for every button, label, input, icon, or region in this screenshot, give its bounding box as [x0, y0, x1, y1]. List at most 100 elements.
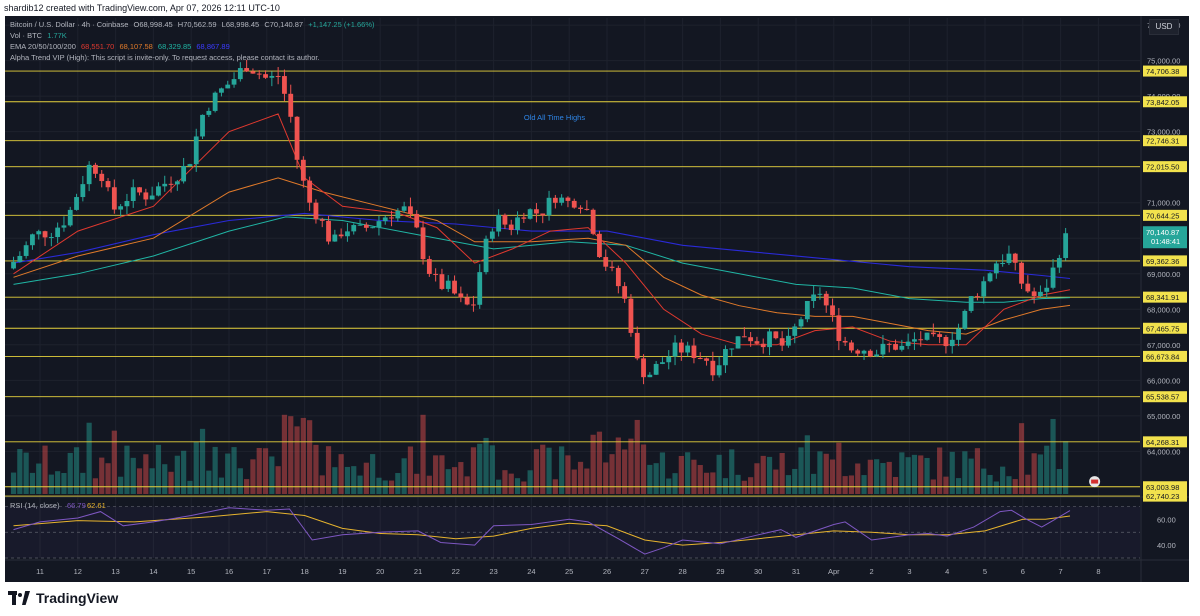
time-tick: 15	[187, 567, 195, 576]
volume-bar	[703, 472, 710, 494]
candle-body	[893, 344, 898, 350]
candle-body	[836, 315, 842, 341]
candle-body	[1000, 263, 1006, 265]
candle-body	[338, 234, 344, 237]
volume-bar	[48, 474, 54, 494]
candle-body	[332, 234, 338, 242]
candle-body	[874, 354, 880, 357]
candle-body	[326, 220, 331, 242]
time-tick: 14	[149, 567, 157, 576]
volume-bar	[1050, 418, 1056, 494]
candle-body	[420, 227, 426, 260]
candle-body	[779, 338, 785, 346]
volume-bar	[61, 472, 67, 494]
volume-bar	[773, 469, 779, 494]
candle-body	[219, 88, 224, 93]
volume-bar	[508, 473, 514, 494]
candle-body	[792, 326, 798, 336]
volume-bar	[29, 472, 36, 494]
chart-panel[interactable]: Old All Time Highs RSI (14, close) 66.79 62…	[5, 16, 1189, 582]
candle-body	[162, 183, 168, 187]
level-price-label-bg	[1143, 96, 1187, 108]
candle-body	[937, 334, 943, 337]
candle-body	[282, 76, 287, 94]
ohlc-low: L68,998.45	[221, 20, 260, 29]
volume-bar	[307, 420, 313, 494]
volume-bar	[817, 451, 823, 494]
price-tick: 67,000.00	[1147, 341, 1180, 350]
candle-body	[804, 300, 810, 320]
volume-bar	[275, 466, 281, 494]
candle-body	[823, 293, 829, 306]
candle-body	[1063, 233, 1069, 259]
candle-body	[30, 234, 35, 246]
candle-body	[370, 227, 376, 229]
volume-bar	[514, 478, 521, 494]
volume-bar	[792, 468, 798, 494]
volume-bar	[225, 453, 231, 494]
volume-bar	[111, 430, 117, 494]
volume-bar	[124, 445, 130, 494]
price-tick: 69,000.00	[1147, 270, 1180, 279]
candle-body	[867, 350, 873, 357]
candle-body	[956, 328, 961, 340]
volume-bar	[546, 447, 552, 494]
candle-body	[36, 231, 42, 235]
volume-bar	[622, 449, 628, 494]
volume-bar	[458, 462, 464, 494]
volume-bar	[55, 471, 61, 494]
time-tick: 25	[565, 567, 573, 576]
candle-body	[741, 336, 747, 338]
current-price-label: 70,140.87	[1146, 228, 1179, 237]
level-price-label: 69,362.36	[1146, 257, 1179, 266]
volume-bar	[23, 452, 29, 494]
volume-bar	[685, 452, 691, 494]
ema100-line	[13, 216, 1071, 303]
volume-bar	[42, 445, 48, 494]
candle-body	[502, 214, 508, 225]
time-tick: 22	[452, 567, 460, 576]
candle-body	[433, 273, 439, 275]
candle-body	[622, 286, 628, 299]
candle-body	[118, 206, 124, 210]
level-price-label-bg	[1143, 436, 1187, 448]
volume-bar	[231, 447, 237, 494]
volume-bar	[590, 434, 596, 494]
candle-body	[382, 217, 388, 222]
candle-body	[256, 73, 262, 75]
tradingview-brand[interactable]: TradingView	[8, 590, 118, 606]
chart-legend: Bitcoin / U.S. Dollar · 4h · Coinbase O6…	[10, 19, 375, 63]
candle-body	[811, 294, 817, 301]
volume-bar	[729, 449, 735, 494]
volume-bar	[716, 454, 722, 494]
rsi-line	[13, 507, 1071, 555]
candle-body	[483, 238, 489, 273]
time-tick: 23	[489, 567, 497, 576]
volume-bar	[874, 459, 880, 494]
volume-bar	[974, 448, 981, 494]
candle-body	[609, 266, 615, 268]
volume-bar	[319, 475, 325, 494]
rsi-tick: 60.00	[1157, 515, 1176, 524]
volume-bar	[521, 481, 527, 494]
candle-body	[105, 181, 111, 188]
candle-body	[212, 92, 218, 111]
currency-button[interactable]: USD	[1149, 19, 1179, 35]
candle-body	[294, 116, 300, 160]
candle-body	[237, 68, 243, 80]
candle-body	[80, 184, 86, 198]
volume-bar	[892, 476, 899, 494]
volume-bar	[766, 456, 773, 494]
volume-bar	[370, 454, 376, 494]
candle-body	[156, 186, 161, 196]
candle-body	[452, 280, 457, 294]
candle-body	[1038, 291, 1043, 297]
candle-body	[899, 345, 905, 350]
candle-body	[124, 201, 130, 207]
candle-body	[697, 358, 703, 360]
time-tick: 7	[1059, 567, 1063, 576]
candle-body	[250, 71, 256, 74]
volume-bar	[968, 458, 974, 494]
volume-bar	[993, 481, 999, 494]
